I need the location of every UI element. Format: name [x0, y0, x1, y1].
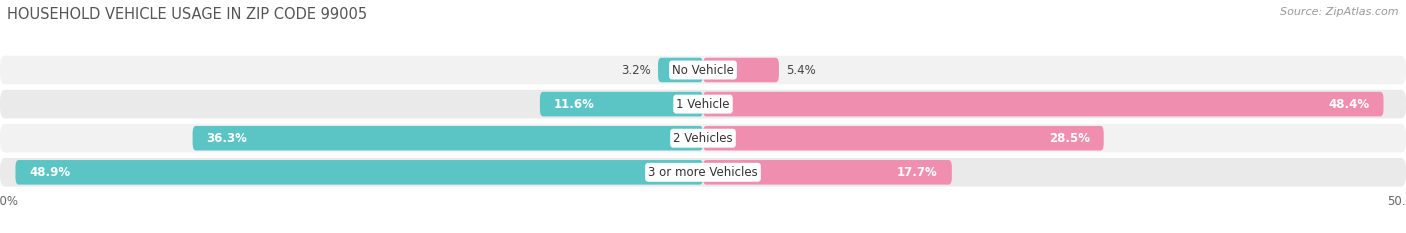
FancyBboxPatch shape — [703, 160, 952, 185]
FancyBboxPatch shape — [540, 92, 703, 116]
Text: 5.4%: 5.4% — [786, 64, 815, 76]
FancyBboxPatch shape — [193, 126, 703, 151]
Text: HOUSEHOLD VEHICLE USAGE IN ZIP CODE 99005: HOUSEHOLD VEHICLE USAGE IN ZIP CODE 9900… — [7, 7, 367, 22]
Text: 3 or more Vehicles: 3 or more Vehicles — [648, 166, 758, 179]
Text: 1 Vehicle: 1 Vehicle — [676, 98, 730, 111]
Text: 17.7%: 17.7% — [897, 166, 938, 179]
FancyBboxPatch shape — [15, 160, 703, 185]
FancyBboxPatch shape — [703, 92, 1384, 116]
Text: 48.4%: 48.4% — [1329, 98, 1369, 111]
Text: 28.5%: 28.5% — [1049, 132, 1090, 145]
FancyBboxPatch shape — [703, 58, 779, 82]
FancyBboxPatch shape — [0, 158, 1406, 187]
Text: 2 Vehicles: 2 Vehicles — [673, 132, 733, 145]
FancyBboxPatch shape — [0, 124, 1406, 153]
Text: No Vehicle: No Vehicle — [672, 64, 734, 76]
Text: 3.2%: 3.2% — [621, 64, 651, 76]
FancyBboxPatch shape — [703, 126, 1104, 151]
Text: 36.3%: 36.3% — [207, 132, 247, 145]
Text: 48.9%: 48.9% — [30, 166, 70, 179]
FancyBboxPatch shape — [0, 90, 1406, 118]
FancyBboxPatch shape — [658, 58, 703, 82]
Text: 11.6%: 11.6% — [554, 98, 595, 111]
Text: Source: ZipAtlas.com: Source: ZipAtlas.com — [1281, 7, 1399, 17]
FancyBboxPatch shape — [0, 56, 1406, 84]
